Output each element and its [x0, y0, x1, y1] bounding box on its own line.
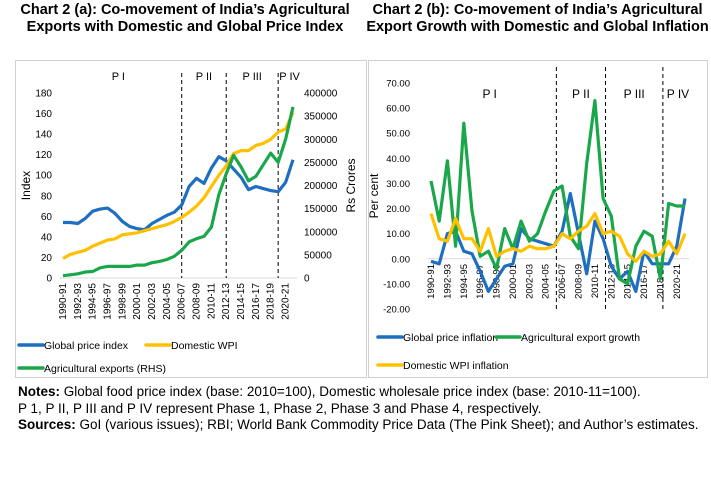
phase-label: P III: [243, 71, 262, 83]
notes-text: Global food price index (base: 2010=100)…: [60, 384, 641, 399]
y2-tick-label: 100000: [304, 227, 338, 238]
y-tick-label: 40.00: [386, 154, 410, 165]
y-tick-label: 60: [41, 212, 53, 223]
legend-label: Global price index: [44, 340, 129, 352]
x-tick-label: 2016-17: [639, 264, 650, 299]
x-tick-label: 2016-17: [251, 283, 262, 320]
legend-label: Agricultural exports (RHS): [44, 363, 166, 375]
x-tick-label: 2018-19: [266, 283, 277, 320]
legend-label: Domestic WPI inflation: [403, 360, 509, 372]
y-tick-label: 40: [41, 232, 53, 243]
x-tick-label: 2020-21: [281, 283, 292, 320]
series-line-domestic-wpi-inflation: [429, 212, 687, 263]
y-tick-label: 20.00: [386, 204, 410, 215]
x-tick-label: 1990-91: [426, 264, 437, 299]
y-tick-label: 20: [41, 253, 53, 264]
y-axis-label: Index: [19, 171, 33, 200]
x-tick-label: 2002-03: [147, 283, 158, 320]
notes: Notes: Global food price index (base: 20…: [18, 384, 708, 434]
y-tick-label: 180: [35, 89, 52, 100]
phases-text: P 1, P II, P III and P IV represent Phas…: [18, 400, 542, 416]
y-tick-label: 70.00: [386, 79, 410, 90]
y2-tick-label: 300000: [304, 135, 338, 146]
phase-label: P I: [112, 71, 125, 83]
y-tick-label: 0: [46, 274, 52, 285]
y-tick-label: 120: [35, 150, 52, 161]
x-tick-label: 2006-07: [557, 264, 568, 299]
y-tick-label: 80: [41, 191, 53, 202]
y-tick-label: -20.00: [383, 305, 410, 316]
series-line-global-price-index: [63, 155, 295, 232]
y2-tick-label: 0: [304, 274, 310, 285]
y-axis-label: Per cent: [367, 173, 381, 218]
y2-tick-label: 400000: [304, 89, 338, 100]
chart-b-frame: [368, 60, 708, 378]
chart-a-title: Chart 2 (a): Co-movement of India’s Agri…: [20, 2, 350, 35]
legend-label: Agricultural export growth: [521, 332, 640, 344]
series-line-agricultural-exports-rhs-: [62, 106, 295, 278]
x-tick-label: 1992-93: [73, 283, 84, 320]
phase-label: P IV: [279, 71, 300, 83]
x-tick-label: 1996-97: [475, 264, 486, 299]
x-tick-label: 2004-05: [541, 264, 552, 299]
y2-tick-label: 250000: [304, 158, 338, 169]
legend-label: Global price inflation: [403, 332, 498, 344]
x-tick-label: 1992-93: [442, 264, 453, 299]
y-tick-label: 100: [35, 171, 52, 182]
x-tick-label: 2012-13: [606, 264, 617, 299]
x-tick-label: 1998-99: [492, 264, 503, 299]
chart-a-frame: [15, 60, 367, 378]
y-tick-label: 160: [35, 109, 52, 120]
x-tick-label: 2020-21: [672, 264, 683, 299]
y-tick-label: 50.00: [386, 129, 410, 140]
y-tick-label: 140: [35, 130, 52, 141]
x-tick-label: 1994-95: [459, 264, 470, 299]
chart-b-title: Chart 2 (b): Co-movement of India’s Agri…: [366, 2, 709, 35]
x-tick-label: 2010-11: [590, 264, 601, 298]
phase-label: P II: [572, 87, 590, 101]
y2-tick-label: 50000: [304, 250, 332, 261]
phase-label: P II: [196, 71, 212, 83]
y-tick-label: 30.00: [386, 179, 410, 190]
x-tick-label: 2010-11: [206, 283, 217, 319]
x-tick-label: 2008-09: [192, 283, 203, 320]
x-tick-label: 2000-01: [132, 283, 143, 320]
x-tick-label: 2012-13: [221, 283, 232, 320]
y2-tick-label: 350000: [304, 112, 338, 123]
phase-label: P III: [624, 87, 645, 101]
y-tick-label: 0.00: [392, 254, 411, 265]
legend-label: Domestic WPI: [171, 340, 238, 352]
y-tick-label: 10.00: [386, 229, 410, 240]
y2-tick-label: 150000: [304, 204, 338, 215]
y2-axis-label: Rs Crores: [344, 158, 358, 212]
x-tick-label: 1990-91: [58, 283, 69, 320]
x-tick-label: 2018-19: [655, 264, 666, 299]
series-line-agricultural-export-growth: [429, 98, 685, 286]
x-tick-label: 2002-03: [524, 264, 535, 299]
notes-label: Notes:: [18, 384, 61, 399]
x-tick-label: 2008-09: [573, 264, 584, 299]
x-tick-label: 1996-97: [103, 283, 114, 320]
y-tick-label: 60.00: [386, 104, 410, 115]
y2-tick-label: 200000: [304, 181, 338, 192]
x-tick-label: 1998-99: [117, 283, 128, 320]
phase-label: P I: [482, 87, 496, 101]
sources-text: GoI (various issues); RBI; World Bank Co…: [75, 417, 699, 432]
x-tick-label: 2006-07: [177, 283, 188, 320]
x-tick-label: 2004-05: [162, 283, 173, 320]
x-tick-label: 2000-01: [508, 264, 519, 299]
y-tick-label: -10.00: [383, 279, 410, 290]
x-tick-label: 2014-15: [236, 283, 247, 320]
sources-label: Sources:: [18, 417, 76, 432]
x-tick-label: 1994-95: [88, 283, 99, 320]
series-line-domestic-wpi: [62, 111, 295, 260]
phase-label: P IV: [667, 87, 689, 101]
